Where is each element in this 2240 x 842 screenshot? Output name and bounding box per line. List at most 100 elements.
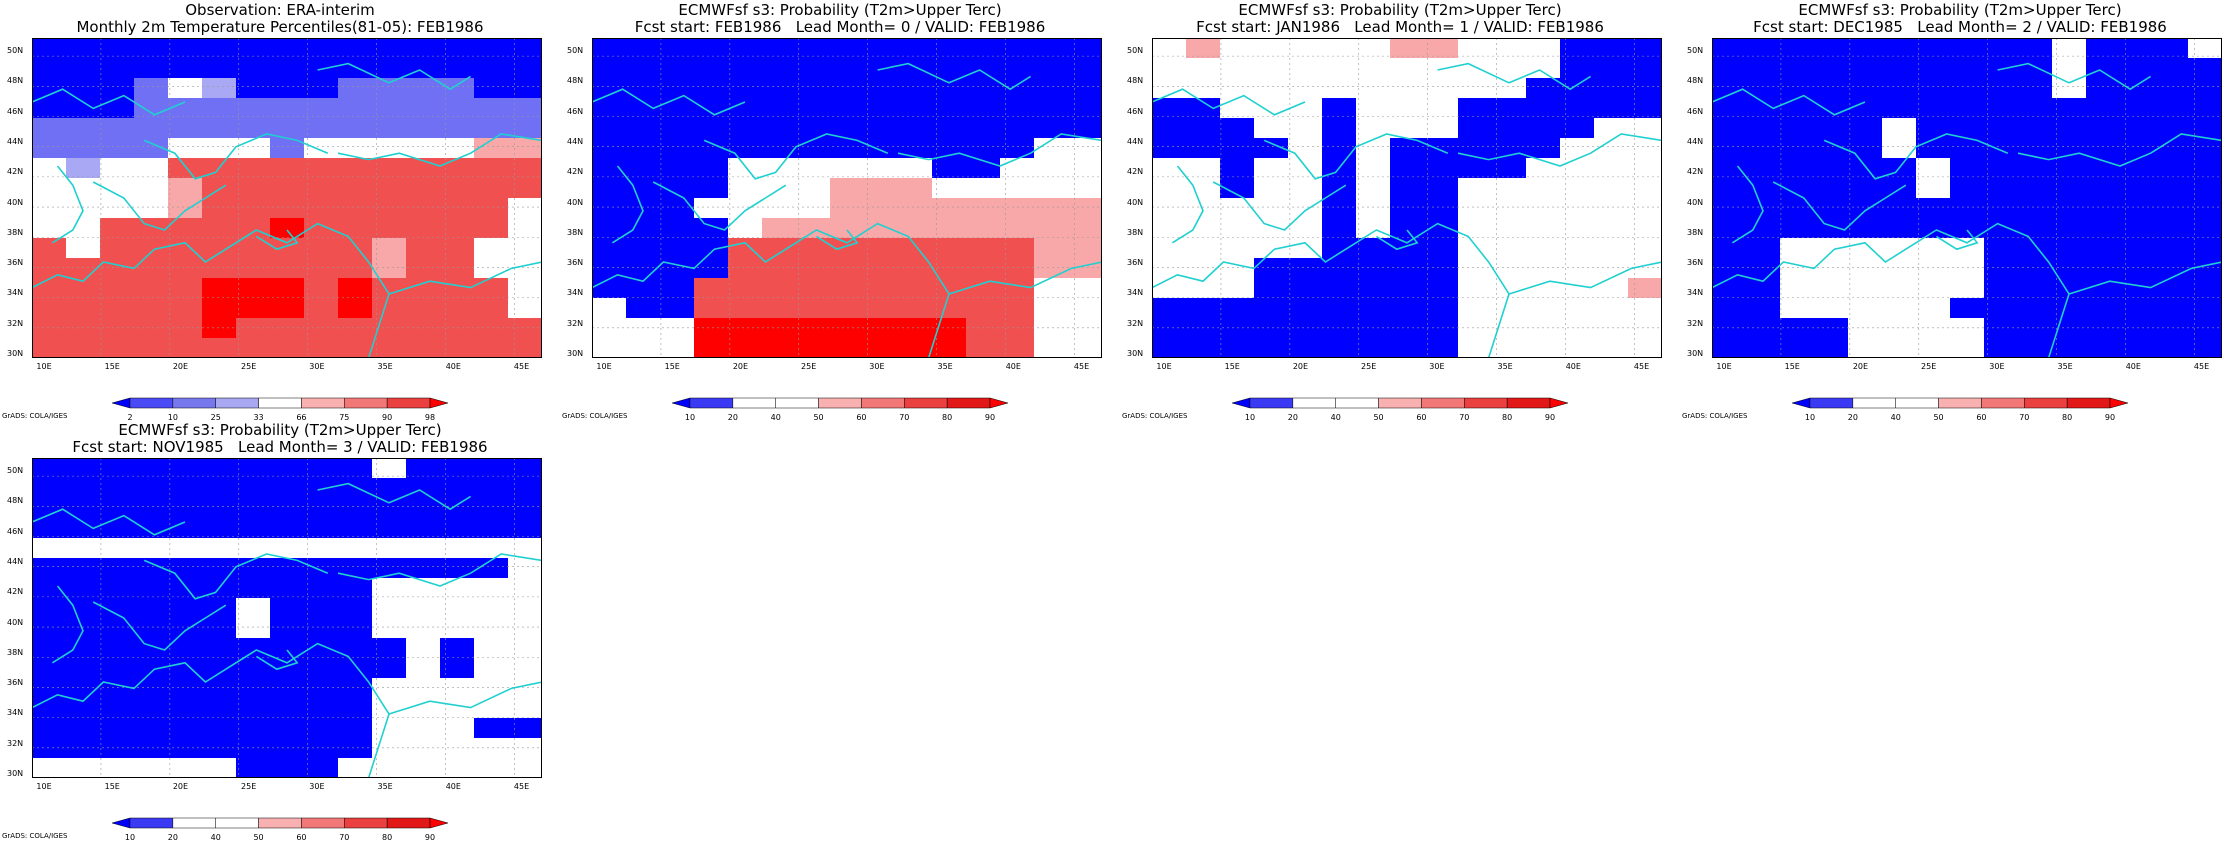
grid-cell <box>626 178 661 199</box>
grid-cell <box>440 458 475 479</box>
grid-cell <box>1220 278 1255 299</box>
grid-cell <box>202 98 237 119</box>
grid-cell <box>406 458 441 479</box>
grid-cell <box>1322 58 1357 79</box>
lat-tick-label: 32N <box>1127 318 1144 328</box>
grid-cell <box>406 338 441 358</box>
grid-cell <box>1356 118 1391 139</box>
grid-cell <box>2052 198 2087 219</box>
grid-cell <box>1068 98 1102 119</box>
grid-cell <box>406 738 441 759</box>
lon-tick-label: 45E <box>2193 362 2210 371</box>
grid-cell <box>932 158 967 179</box>
color-bar-label: 50 <box>1373 413 1384 422</box>
grid-cell <box>372 118 407 139</box>
grid-cell <box>236 238 271 259</box>
lat-tick-label: 46N <box>7 106 24 116</box>
grid-cell <box>1254 178 1289 199</box>
panel-title: ECMWFsf s3: Probability (T2m>Upper Terc) <box>1238 1 1562 19</box>
grid-cell <box>1950 38 1985 59</box>
grid-cell <box>134 718 169 739</box>
coastline <box>948 261 1102 295</box>
grid-cell <box>1390 338 1425 358</box>
grid-cell <box>1186 318 1221 339</box>
grid-cell <box>1526 318 1561 339</box>
grid-cell <box>592 158 627 179</box>
grid-cell <box>338 698 373 719</box>
grid-cell <box>1560 238 1595 259</box>
grid-cell <box>100 638 135 659</box>
grid-cell <box>508 458 542 479</box>
grid-cell <box>1882 218 1917 239</box>
grid-cell <box>1390 298 1425 319</box>
grid-cell <box>1984 238 2019 259</box>
grid-cell <box>2052 58 2087 79</box>
grid-cell <box>32 578 67 599</box>
grid-cell <box>1628 318 1662 339</box>
color-bar-label: 98 <box>424 413 436 422</box>
color-bar-swatch <box>2024 397 2068 409</box>
grid-cell <box>728 78 763 99</box>
grid-cell <box>236 698 271 719</box>
lon-tick-label: 35E <box>377 782 393 791</box>
grid-cell <box>932 58 967 79</box>
lat-tick-label: 44N <box>7 136 24 146</box>
color-bar-swatch <box>2066 397 2111 409</box>
grid-cell <box>134 658 169 679</box>
grid-cell <box>1288 98 1323 119</box>
grid-cell <box>1882 78 1917 99</box>
grid-cell <box>694 298 729 319</box>
grid-cell <box>236 738 271 759</box>
grid-cell <box>966 38 1001 59</box>
grid-cell <box>372 338 407 358</box>
grid-cell <box>1492 98 1527 119</box>
grid-cell <box>1356 158 1391 179</box>
grid-cell <box>1254 218 1289 239</box>
lat-tick-label: 38N <box>7 647 24 657</box>
grid-cell <box>1356 238 1391 259</box>
grid-cell <box>728 238 763 259</box>
grid-cell <box>1034 238 1069 259</box>
grid-cell <box>2086 258 2121 279</box>
panel-subtitle: Fcst start: JAN1986 Lead Month= 1 / VALI… <box>1196 18 1604 36</box>
grid-cell <box>304 578 339 599</box>
grid-cell <box>1526 118 1561 139</box>
panel-title: ECMWFsf s3: Probability (T2m>Upper Terc) <box>678 1 1002 19</box>
grid-cell <box>1780 338 1815 358</box>
grid-cell <box>1220 58 1255 79</box>
grid-cell <box>1746 278 1781 299</box>
grid-cell <box>1780 98 1815 119</box>
grid-cell <box>1984 198 2019 219</box>
coastline <box>1437 62 1592 91</box>
grid-cell <box>1220 98 1255 119</box>
color-bar-label: 80 <box>942 413 953 422</box>
grid-cell <box>1814 258 1849 279</box>
grid-cell <box>270 298 305 319</box>
grid-cell <box>474 538 509 559</box>
grid-cell <box>898 158 933 179</box>
grid-cell <box>100 278 135 299</box>
grid-cell <box>372 738 407 759</box>
lon-tick-label: 30E <box>309 362 325 371</box>
grid-cell <box>304 258 339 279</box>
grid-cell <box>100 658 135 679</box>
grid-cell <box>32 138 67 159</box>
grid-cell <box>508 638 542 659</box>
grid-cell <box>1814 138 1849 159</box>
grid-cell <box>168 258 203 279</box>
grid-cell <box>1950 338 1985 358</box>
map-panel-1: Observation: ERA-interim Monthly 2m Tempe… <box>0 0 560 422</box>
lat-tick-label: 40N <box>1687 197 1704 207</box>
grid-cell <box>2086 178 2121 199</box>
grid-cell <box>796 238 831 259</box>
grid-cell <box>626 298 661 319</box>
color-bar-label: 80 <box>2062 413 2073 422</box>
color-bar <box>1231 397 1569 409</box>
grid-cell <box>168 158 203 179</box>
grid-cell <box>474 198 509 219</box>
grid-cell <box>1220 118 1255 139</box>
panel-title: Observation: ERA-interim <box>185 1 375 19</box>
grid-cell <box>1848 158 1883 179</box>
grid-cell <box>660 278 695 299</box>
grid-cell <box>1628 298 1662 319</box>
